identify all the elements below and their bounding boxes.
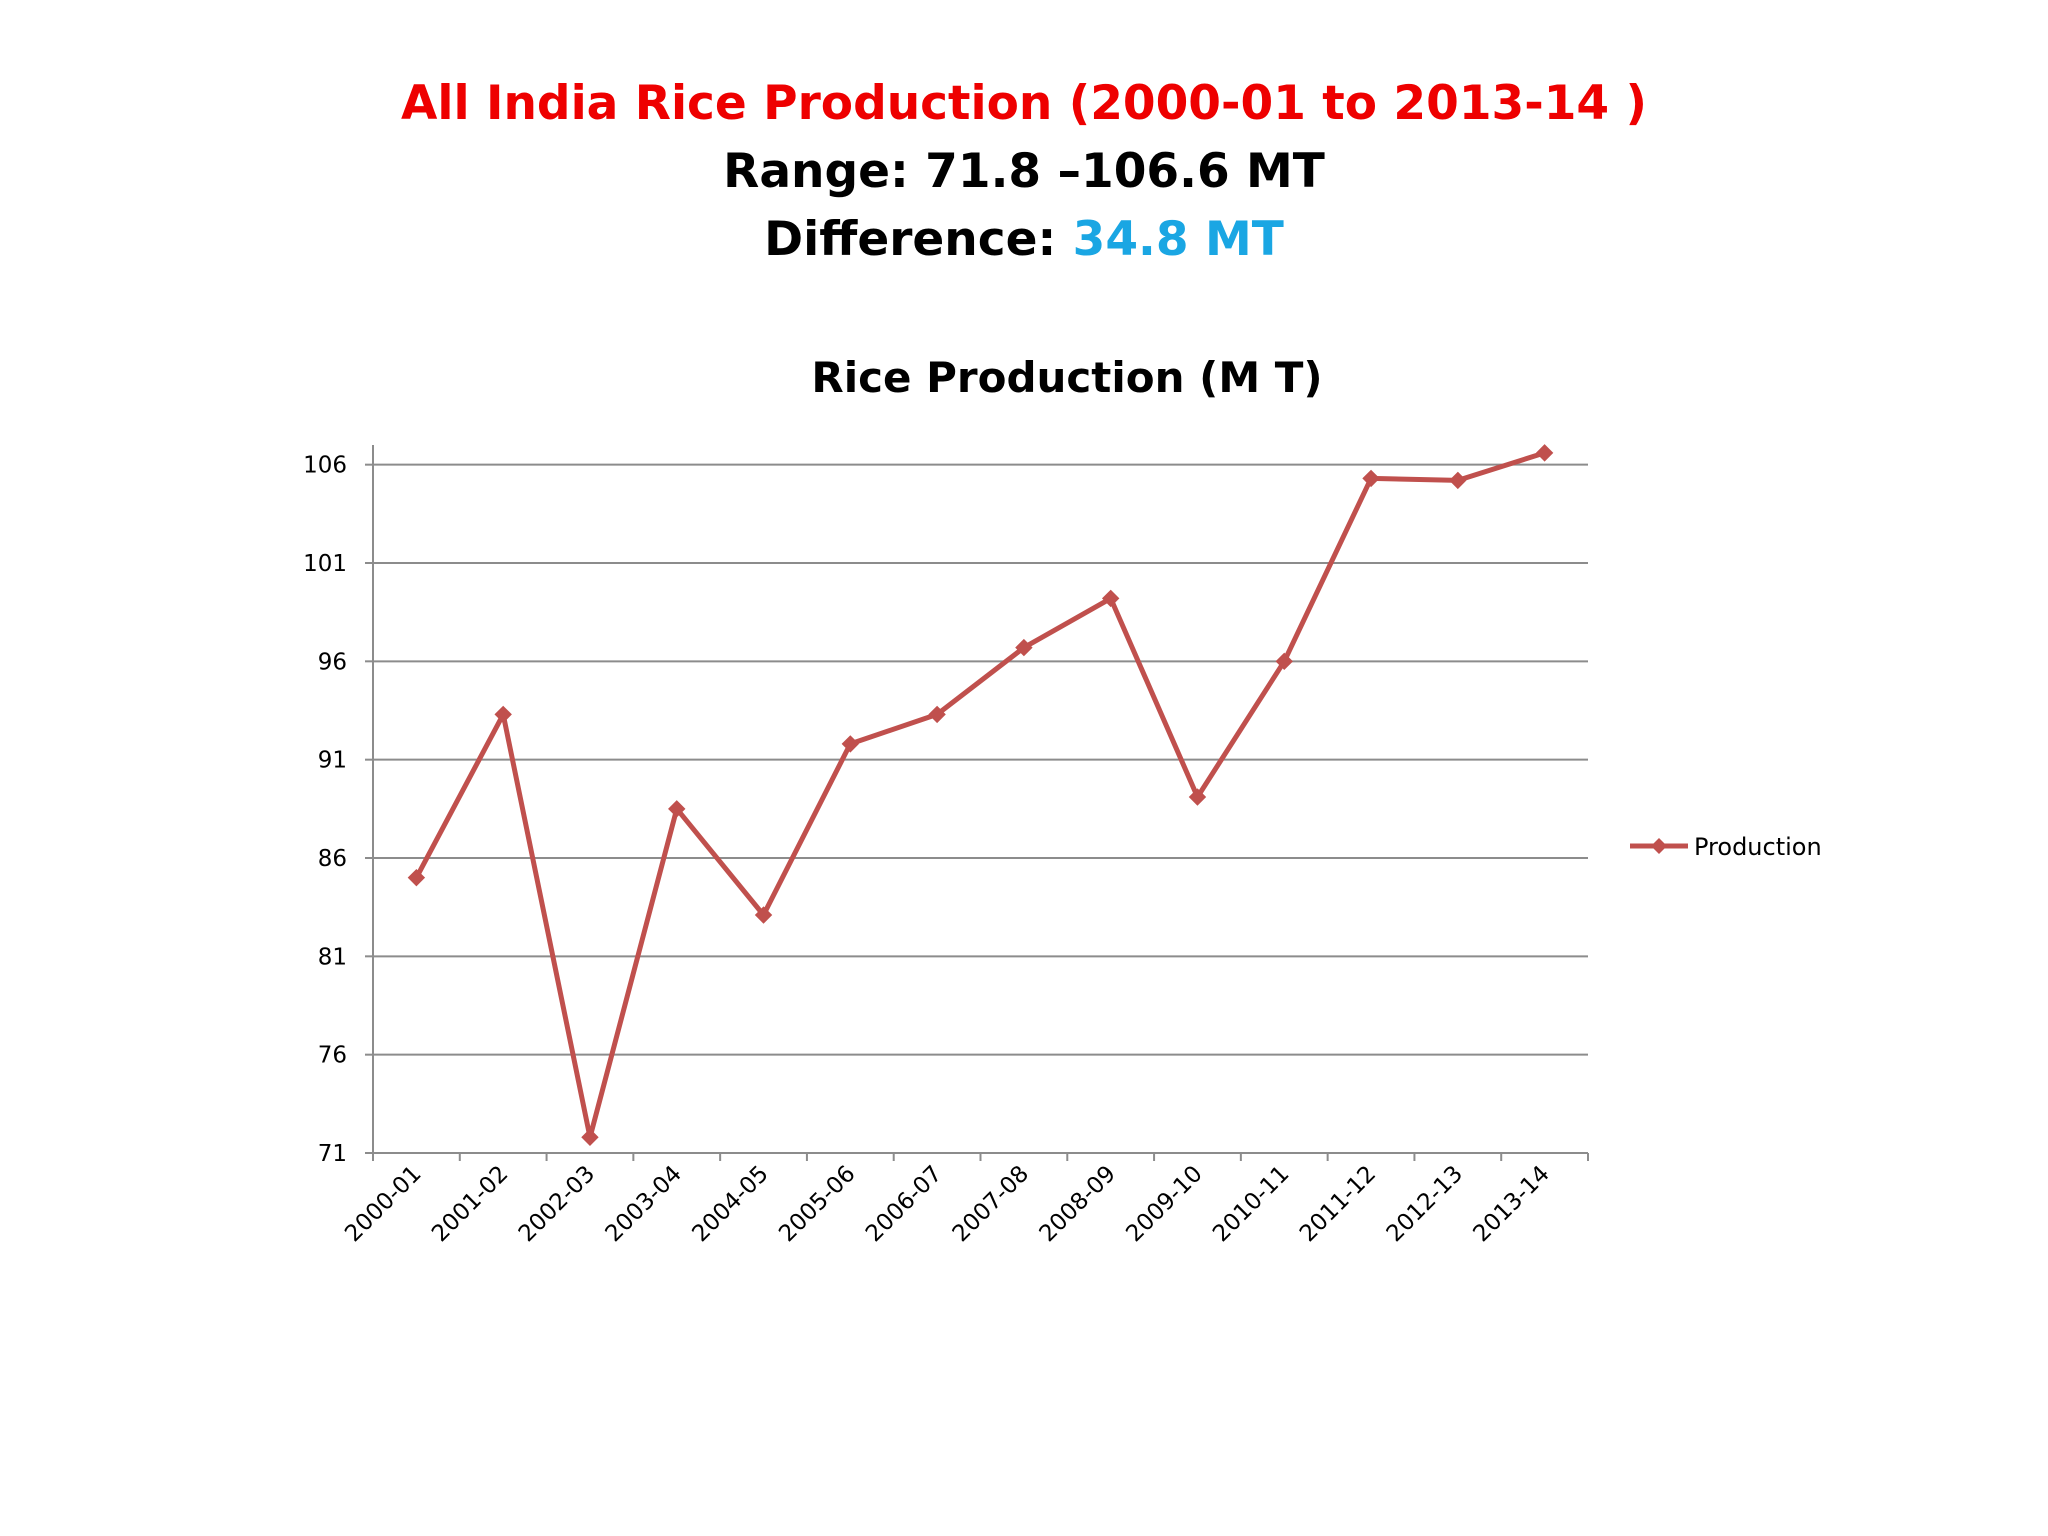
data-point-marker (928, 705, 946, 724)
x-tick-label: 2008-09 (1035, 1161, 1121, 1247)
x-tick-label: 2007-08 (948, 1161, 1034, 1247)
y-tick-label: 71 (318, 1141, 347, 1167)
legend-label: Production (1694, 833, 1822, 861)
y-tick-label: 101 (303, 551, 347, 577)
legend: Production (1630, 833, 1822, 861)
range-text: Range: 71.8 –106.6 MT (723, 144, 1325, 199)
difference-label: Difference: (764, 212, 1073, 267)
difference-line: Difference: 34.8 MT (0, 206, 2048, 274)
data-point-marker (1275, 652, 1293, 671)
data-point-marker (1015, 638, 1033, 657)
slide-title: All India Rice Production (2000-01 to 20… (401, 76, 1647, 131)
x-tick-label: 2002-03 (514, 1161, 600, 1247)
x-tick-label: 2012-13 (1382, 1161, 1468, 1247)
legend-marker (1651, 838, 1667, 854)
x-tick-label: 2005-06 (774, 1161, 860, 1247)
series-line (414, 450, 1546, 1140)
data-point-marker (1188, 788, 1207, 806)
chart-title: Rice Production (M T) (811, 353, 1322, 402)
x-tick-label: 2011-12 (1295, 1161, 1381, 1247)
data-point-marker (1535, 444, 1554, 462)
data-point-marker (668, 800, 686, 818)
series-production (407, 444, 1554, 1146)
x-tick-label: 2004-05 (687, 1161, 773, 1247)
x-tick-label: 2010-11 (1208, 1161, 1294, 1247)
x-tick-label: 2001-02 (427, 1161, 513, 1247)
gridlines (373, 463, 1588, 1056)
y-tick-label: 76 (318, 1043, 347, 1069)
data-point-marker (581, 1128, 599, 1146)
y-tick-label: 91 (318, 748, 347, 774)
difference-value: 34.8 MT (1072, 212, 1284, 267)
data-point-marker (841, 735, 860, 753)
data-point-marker (407, 868, 426, 887)
data-point-marker (1362, 469, 1380, 488)
y-tick-label: 96 (318, 649, 347, 675)
x-tick-label: 2009-10 (1121, 1161, 1207, 1247)
x-tick-label: 2013-14 (1469, 1161, 1555, 1247)
data-point-marker (1449, 471, 1467, 490)
data-point-marker (1101, 589, 1120, 608)
x-tick-label: 2003-04 (601, 1161, 687, 1247)
y-tick-label: 106 (303, 453, 347, 479)
data-point-marker (494, 705, 512, 724)
slide-heading: All India Rice Production (2000-01 to 20… (0, 70, 2048, 274)
x-tick-label: 2000-01 (340, 1161, 426, 1247)
y-tick-label: 81 (318, 944, 347, 970)
data-point-marker (754, 906, 773, 924)
x-tick-label: 2006-07 (861, 1161, 947, 1247)
y-tick-label: 86 (318, 846, 347, 872)
